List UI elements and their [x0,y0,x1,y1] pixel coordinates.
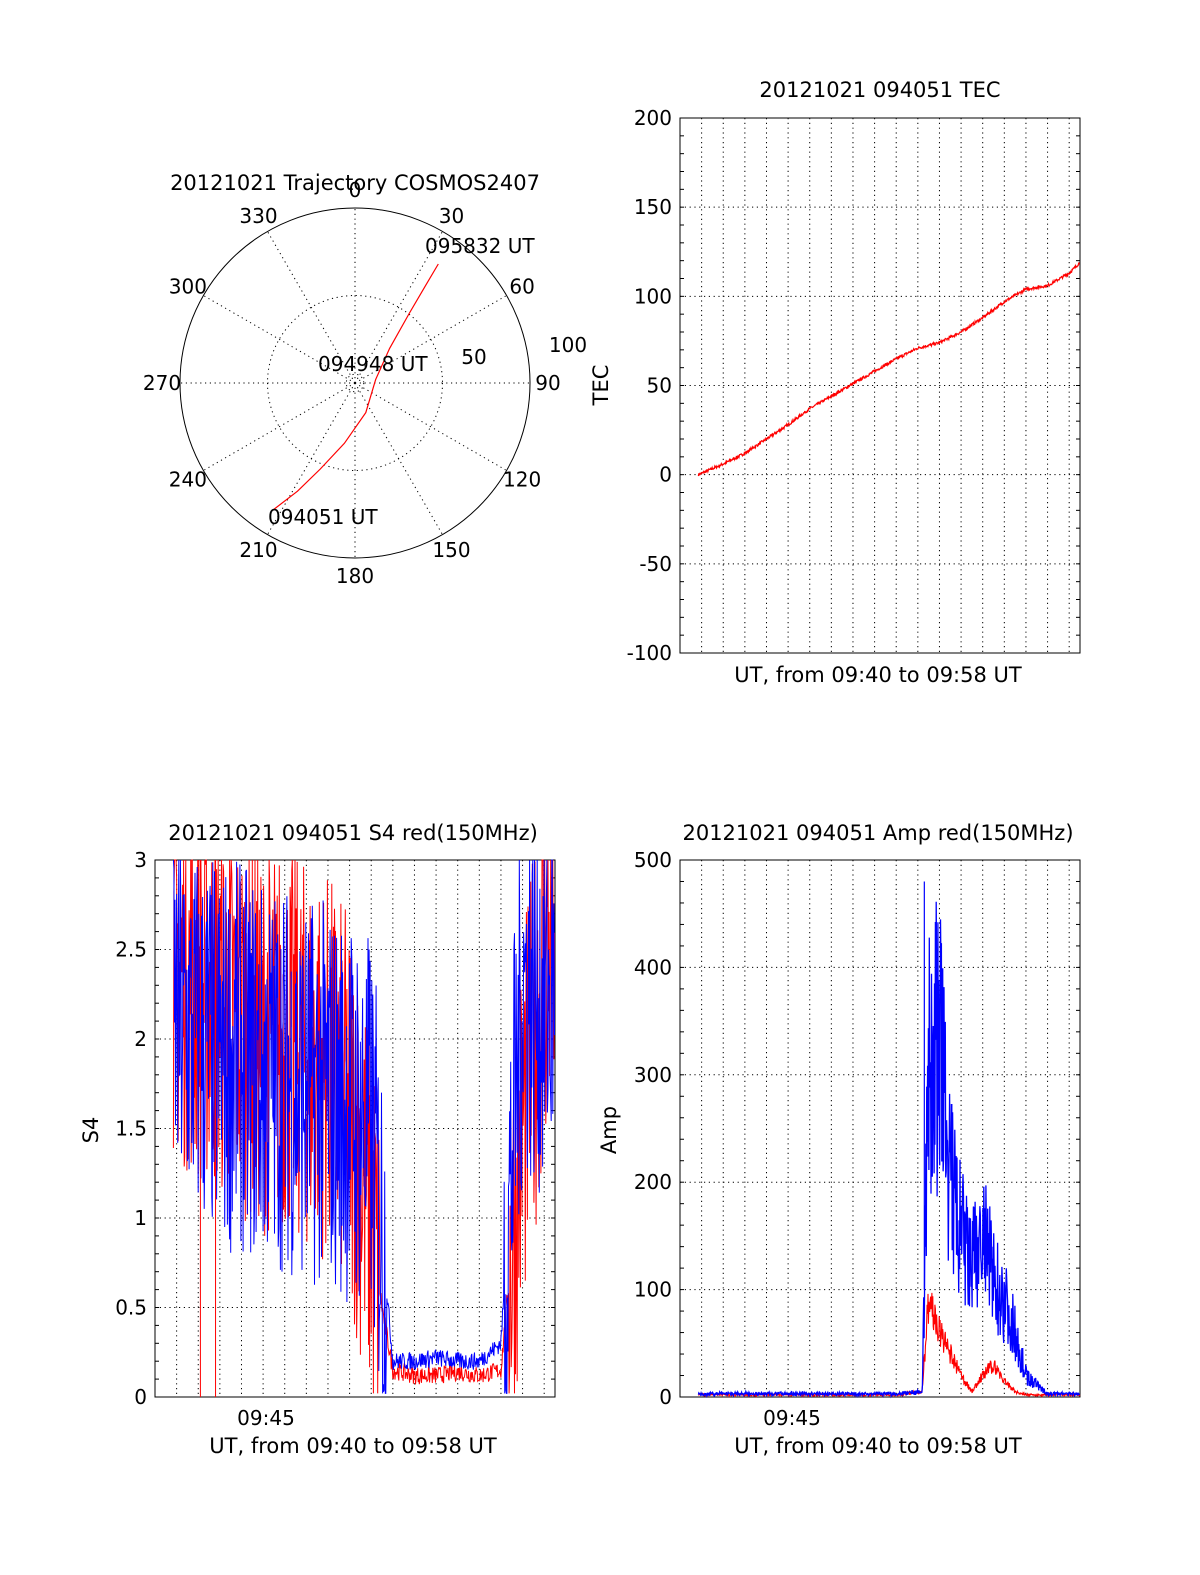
s4-y-axis-label: S4 [79,1117,103,1144]
polar-outer-circle [179,207,531,559]
s4-series-blue [172,859,555,1394]
polar-angle-label: 120 [503,468,541,492]
amp-series-red [698,1292,1081,1399]
polar-ring-center [345,373,365,393]
s4-title: 20121021 094051 S4 red(150MHz) [168,821,538,845]
polar-angle-label: 180 [336,564,374,588]
polar-angle-label: 330 [239,204,277,228]
tec-panel: 20121021 094051 TEC -100-50050100150200 … [589,78,1081,687]
polar-angle-label: 60 [509,275,534,299]
polar-angle-label: 270 [143,371,181,395]
tec-y-tick-label: 150 [634,195,672,219]
amp-x-tick-label: 09:45 [763,1406,821,1430]
polar-spoke-120 [354,382,507,471]
s4-y-tick-label: 1 [134,1206,147,1230]
s4-y-tick-label: 2 [134,1027,147,1051]
trajectory-track [271,263,439,512]
s4-grid [155,860,555,1397]
tec-x-axis-label: UT, from 09:40 to 09:58 UT [734,663,1022,687]
tec-y-tick-label: -100 [627,641,672,665]
s4-panel: 20121021 094051 S4 red(150MHz) 0 0.5 1 1.5 2… [79,821,556,1458]
trajectory-end-label: 095832 UT [425,234,535,258]
amp-series-blue [697,901,1080,1399]
amp-y-axis-label: Amp [597,1106,621,1154]
polar-spoke-300 [203,295,356,384]
amp-grid [680,860,1080,1397]
polar-spoke-210 [267,382,356,535]
trajectory-start-label: 094051 UT [268,505,378,529]
amp-frame [679,859,1081,1398]
s4-frame [154,859,556,1398]
polar-angle-label: 210 [239,538,277,562]
tec-grid [680,118,1080,653]
amp-title: 20121021 094051 Amp red(150MHz) [682,821,1073,845]
tec-y-tick-label: 0 [659,463,672,487]
trajectory-mid-label: 094948 UT [318,352,428,376]
polar-angle-labels: 0 30 60 90 120 150 180 210 240 270 300 330 [143,178,561,588]
polar-angle-label: 240 [169,468,207,492]
amp-y-tick-label: 400 [634,955,672,979]
s4-series [172,859,555,1397]
s4-y-tick-label: 3 [134,848,147,872]
polar-spoke-30 [354,231,443,384]
polar-panel: 20121021 Trajectory COSMOS2407 0 30 60 90 12… [143,171,587,588]
amp-y-tick-label: 0 [659,1385,672,1409]
polar-angle-label: 150 [432,538,470,562]
amp-y-tick-label: 100 [634,1278,672,1302]
s4-y-tick-label: 0 [134,1385,147,1409]
tec-series-line [697,261,1081,477]
s4-y-tick-label: 1.5 [115,1117,147,1141]
polar-radius-label-50: 50 [461,345,486,369]
polar-spoke-150 [354,382,443,535]
tec-title: 20121021 094051 TEC [759,78,1000,102]
tec-y-tick-label: 100 [634,284,672,308]
polar-title: 20121021 Trajectory COSMOS2407 [170,171,540,195]
amp-y-tick-label: 500 [634,848,672,872]
tec-y-tick-label: 50 [647,374,672,398]
s4-x-tick-label: 09:45 [237,1406,295,1430]
amp-y-tick-labels: 0 100 200 300 400 500 [634,848,672,1409]
amp-series [697,881,1081,1399]
amp-panel: 20121021 094051 Amp red(150MHz) 0 100 200 3… [597,821,1081,1458]
tec-y-tick-label: 200 [634,106,672,130]
amp-y-tick-label: 300 [634,1063,672,1087]
polar-spoke-240 [203,382,356,471]
s4-y-tick-labels: 0 0.5 1 1.5 2 2.5 3 [115,848,147,1409]
tec-frame [679,117,1081,654]
polar-spoke-330 [267,231,356,384]
polar-radius-label-100: 100 [549,333,587,357]
polar-angle-label: 0 [349,178,362,202]
polar-angle-label: 300 [169,275,207,299]
tec-y-tick-label: -50 [639,552,672,576]
s4-x-axis-label: UT, from 09:40 to 09:58 UT [209,1434,497,1458]
tec-y-axis-label: TEC [589,365,613,407]
s4-y-tick-label: 2.5 [115,938,147,962]
tec-y-tick-labels: -100 -50 0 50 100 150 200 [627,106,672,665]
amp-y-tick-label: 200 [634,1170,672,1194]
s4-y-tick-label: 0.5 [115,1296,147,1320]
amp-x-axis-label: UT, from 09:40 to 09:58 UT [734,1434,1022,1458]
polar-angle-label: 30 [439,204,464,228]
polar-angle-label: 90 [535,371,560,395]
